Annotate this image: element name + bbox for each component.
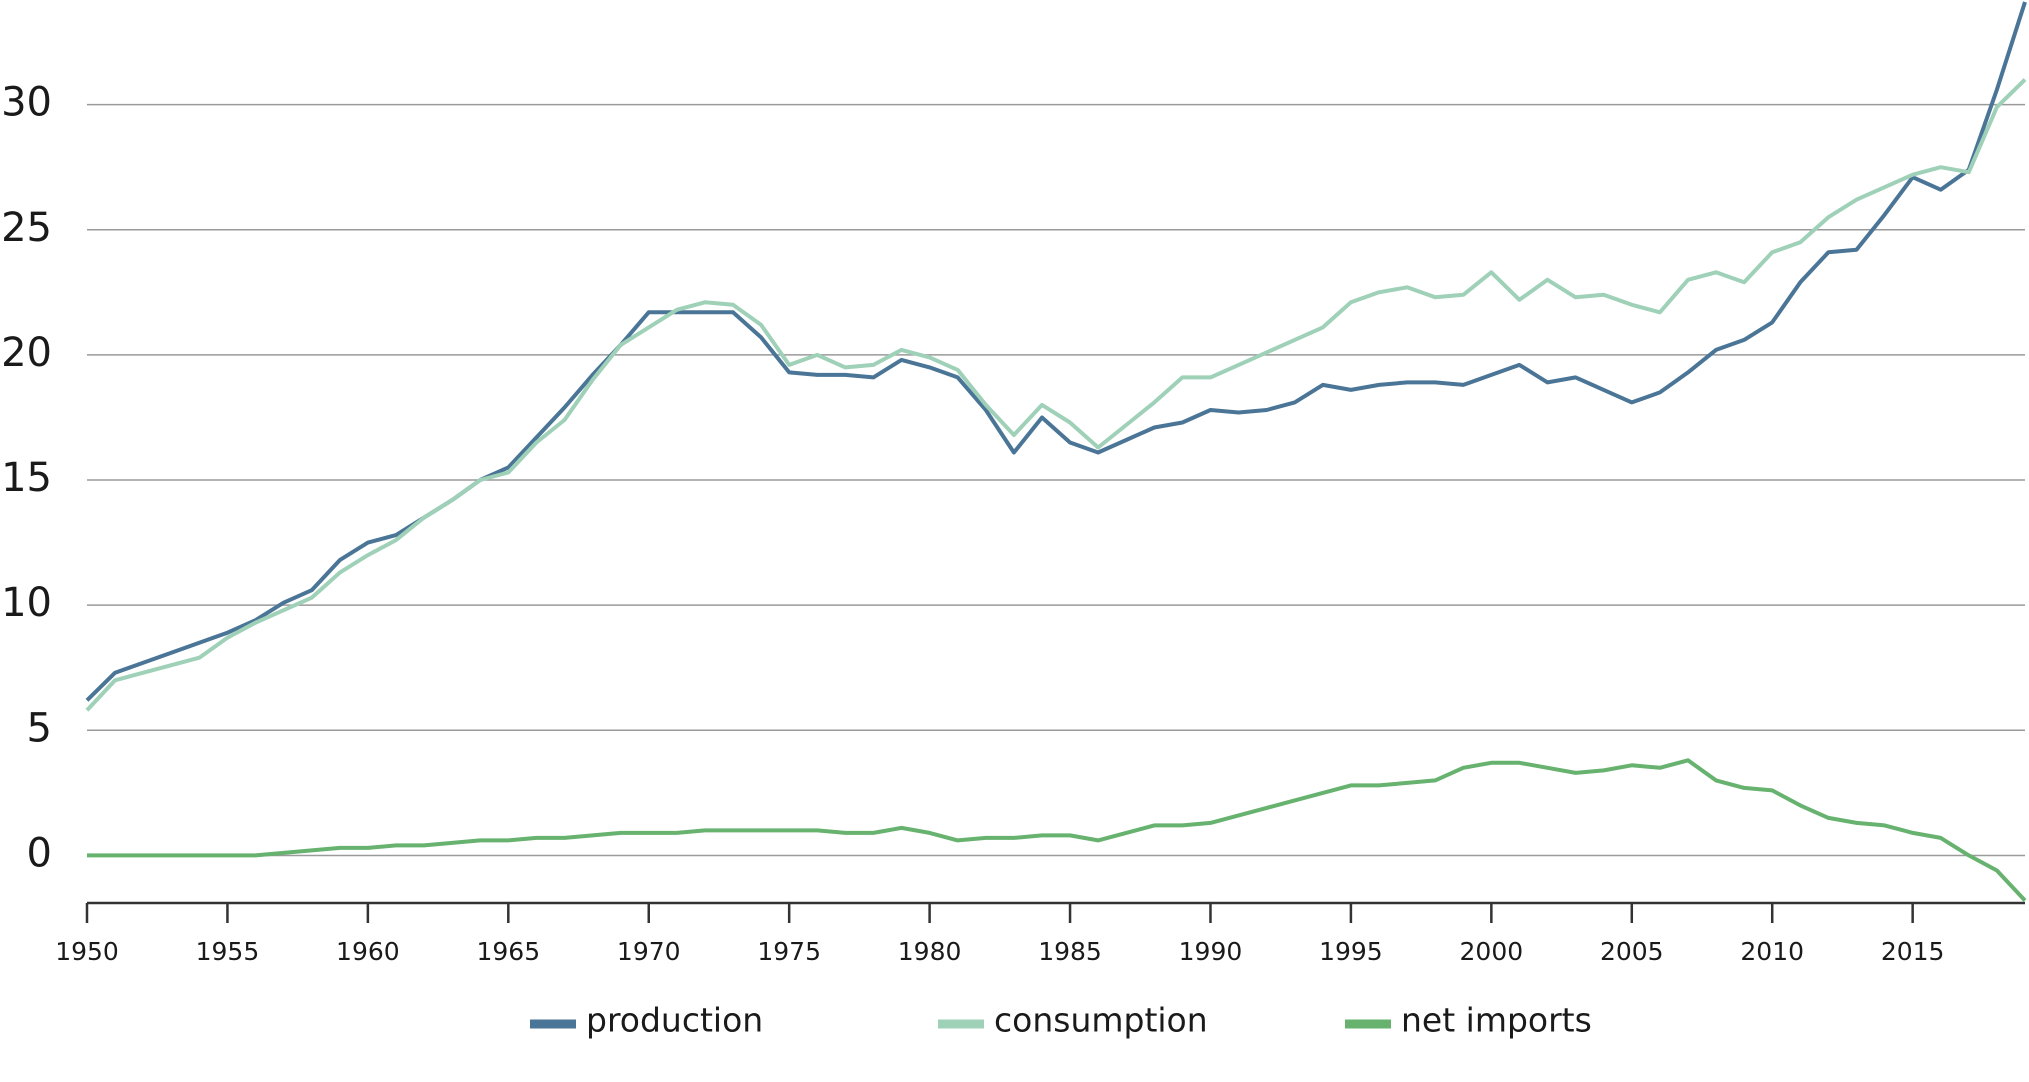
series-line — [85, 1, 2027, 702]
x-tick-label: 2000 — [1460, 937, 1524, 966]
legend-label: consumption — [994, 1001, 1208, 1040]
x-tick-label: 1995 — [1319, 937, 1383, 966]
y-tick-label: 30 — [1, 80, 52, 126]
x-tick-label: 2010 — [1740, 937, 1804, 966]
x-tick-label: 1985 — [1038, 937, 1102, 966]
y-tick-label: 5 — [27, 705, 52, 751]
y-tick-label: 15 — [1, 455, 52, 501]
x-tick-label: 1970 — [617, 937, 681, 966]
x-tick-label: 1960 — [336, 937, 400, 966]
y-tick-label: 20 — [1, 330, 52, 376]
series-line — [87, 758, 2027, 902]
y-tick-label: 10 — [1, 580, 52, 626]
y-tick-label: 25 — [1, 205, 52, 251]
x-tick-label: 1950 — [55, 937, 119, 966]
x-tick-label: 2015 — [1881, 937, 1945, 966]
x-tick-label: 1965 — [476, 937, 540, 966]
x-tick-label: 1955 — [196, 937, 260, 966]
x-tick-label: 2005 — [1600, 937, 1664, 966]
x-tick-label: 1975 — [757, 937, 821, 966]
legend-label: net imports — [1401, 1001, 1592, 1040]
legend-label: production — [586, 1001, 763, 1040]
x-tick-label: 1980 — [898, 937, 962, 966]
y-tick-label: 0 — [27, 830, 52, 876]
series-line — [85, 78, 2027, 712]
x-tick-label: 1990 — [1179, 937, 1243, 966]
